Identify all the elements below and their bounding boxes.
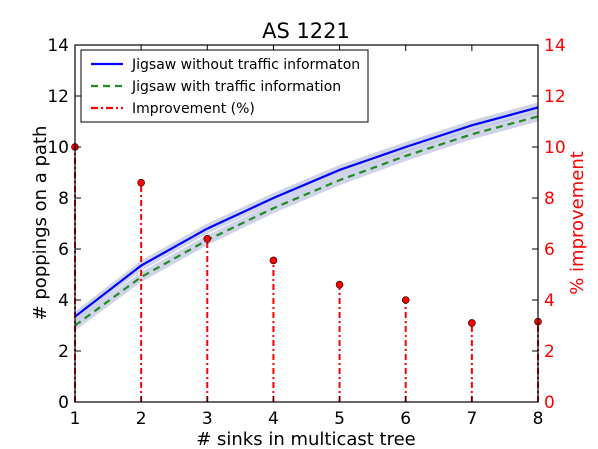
legend-entry-with-traffic: Jigsaw with traffic information xyxy=(91,79,341,95)
series-line-0 xyxy=(74,106,539,318)
improvement-point xyxy=(335,280,344,289)
legend-box xyxy=(80,49,369,123)
improvement-point xyxy=(203,235,212,243)
y-left-tick-label: 2 xyxy=(58,342,69,362)
chart-title: AS 1221 xyxy=(262,19,350,43)
x-tick-label: 8 xyxy=(533,409,544,429)
plot-frame xyxy=(74,44,539,403)
improvement-point xyxy=(401,296,410,304)
x-tick-label: 5 xyxy=(334,409,345,429)
y-right-tick-label: 8 xyxy=(544,189,555,209)
x-tick-label: 3 xyxy=(202,409,213,429)
y-left-tick-label: 6 xyxy=(58,240,69,260)
y-left-tick-label: 14 xyxy=(47,36,69,56)
improvement-point xyxy=(137,178,145,187)
series-lines xyxy=(74,106,539,327)
y-axis-left-ticks: 0 2 4 6 8 10 12 14 xyxy=(47,36,81,413)
legend-entry-without-traffic: Jigsaw without traffic informaton xyxy=(91,57,360,73)
improvement-point xyxy=(468,319,476,327)
series-line-1 xyxy=(74,115,539,327)
legend-entry-improvement: Improvement (%) xyxy=(91,101,255,117)
y-right-tick-label: 10 xyxy=(544,138,566,158)
confidence-band-1 xyxy=(75,111,538,331)
y-left-tick-label: 10 xyxy=(47,138,69,158)
x-axis-ticks: 1 2 3 4 5 6 7 8 xyxy=(70,45,544,429)
y-axis-right-ticks: 0 2 4 6 8 10 12 14 xyxy=(532,36,566,413)
confidence-bands xyxy=(75,102,538,331)
x-tick-label: 7 xyxy=(466,409,477,429)
y-axis-right-label: % improvement xyxy=(567,151,588,295)
legend-label: Improvement (%) xyxy=(132,101,255,117)
y-left-tick-label: 12 xyxy=(47,87,69,107)
y-right-tick-label: 2 xyxy=(544,342,555,362)
y-left-tick-label: 0 xyxy=(58,393,69,413)
x-tick-label: 1 xyxy=(70,409,81,429)
y-left-tick-label: 8 xyxy=(58,189,69,209)
y-right-tick-label: 4 xyxy=(544,291,555,311)
legend: Jigsaw without traffic informaton Jigsaw… xyxy=(80,49,369,123)
y-axis-left-label: # poppings on a path xyxy=(30,126,51,321)
improvement-point xyxy=(269,256,278,265)
x-tick-label: 6 xyxy=(400,409,411,429)
legend-label: Jigsaw with traffic information xyxy=(131,79,341,95)
x-tick-label: 2 xyxy=(136,409,147,429)
y-right-tick-label: 0 xyxy=(544,393,555,413)
y-right-tick-label: 12 xyxy=(544,87,566,107)
y-right-tick-label: 6 xyxy=(544,240,555,260)
x-axis-label: # sinks in multicast tree xyxy=(196,429,416,449)
x-tick-label: 4 xyxy=(268,409,279,429)
y-left-tick-label: 4 xyxy=(58,291,69,311)
legend-label: Jigsaw without traffic informaton xyxy=(131,57,360,73)
y-right-tick-label: 14 xyxy=(544,36,566,56)
